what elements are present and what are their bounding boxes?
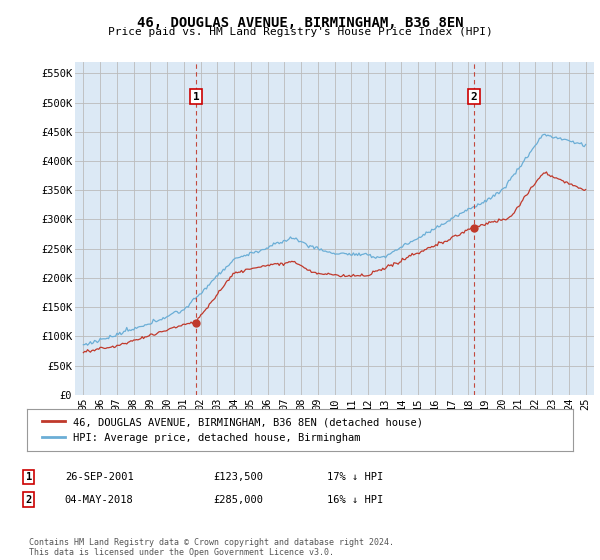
- Text: 1: 1: [193, 92, 199, 102]
- Text: 46, DOUGLAS AVENUE, BIRMINGHAM, B36 8EN: 46, DOUGLAS AVENUE, BIRMINGHAM, B36 8EN: [137, 16, 463, 30]
- Text: 1: 1: [26, 472, 32, 482]
- Text: 16% ↓ HPI: 16% ↓ HPI: [327, 494, 383, 505]
- Text: 17% ↓ HPI: 17% ↓ HPI: [327, 472, 383, 482]
- Text: 2: 2: [26, 494, 32, 505]
- Text: 2: 2: [471, 92, 478, 102]
- Text: Price paid vs. HM Land Registry's House Price Index (HPI): Price paid vs. HM Land Registry's House …: [107, 27, 493, 37]
- Legend: 46, DOUGLAS AVENUE, BIRMINGHAM, B36 8EN (detached house), HPI: Average price, de: 46, DOUGLAS AVENUE, BIRMINGHAM, B36 8EN …: [38, 413, 427, 447]
- Text: 04-MAY-2018: 04-MAY-2018: [65, 494, 134, 505]
- Text: Contains HM Land Registry data © Crown copyright and database right 2024.
This d: Contains HM Land Registry data © Crown c…: [29, 538, 394, 557]
- Text: 26-SEP-2001: 26-SEP-2001: [65, 472, 134, 482]
- Text: £123,500: £123,500: [213, 472, 263, 482]
- Text: £285,000: £285,000: [213, 494, 263, 505]
